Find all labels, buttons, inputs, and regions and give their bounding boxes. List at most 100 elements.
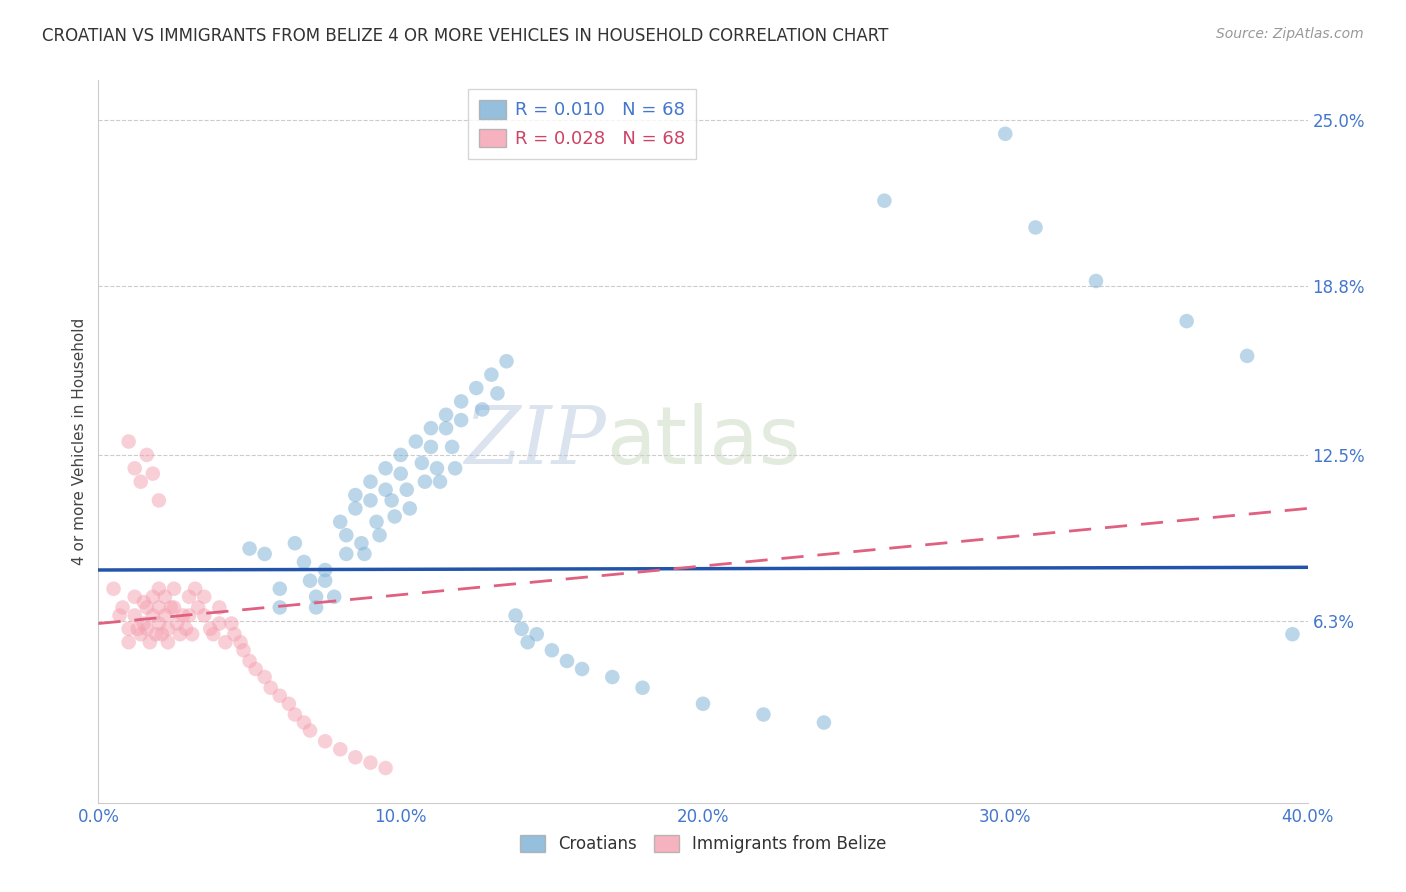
Point xyxy=(172,608,194,623)
Point xyxy=(374,461,396,475)
Point xyxy=(602,670,624,684)
Point xyxy=(150,627,173,641)
Point xyxy=(450,394,472,409)
Point xyxy=(103,582,125,596)
Point xyxy=(108,608,131,623)
Point xyxy=(118,434,141,449)
Point xyxy=(434,421,457,435)
Point xyxy=(179,590,201,604)
Point xyxy=(366,515,388,529)
Point xyxy=(411,456,433,470)
Point xyxy=(384,509,406,524)
Point xyxy=(245,662,267,676)
Point xyxy=(314,563,336,577)
Point xyxy=(193,590,215,604)
Point xyxy=(486,386,509,401)
Legend: Croatians, Immigrants from Belize: Croatians, Immigrants from Belize xyxy=(513,828,893,860)
Point xyxy=(1024,220,1046,235)
Point xyxy=(426,461,449,475)
Point xyxy=(314,574,336,588)
Point xyxy=(111,600,134,615)
Point xyxy=(135,622,157,636)
Point xyxy=(193,608,215,623)
Point xyxy=(269,582,291,596)
Point xyxy=(153,590,176,604)
Point xyxy=(299,723,322,738)
Point xyxy=(495,354,517,368)
Point xyxy=(481,368,503,382)
Point xyxy=(344,488,367,502)
Point xyxy=(413,475,436,489)
Point xyxy=(142,608,165,623)
Point xyxy=(441,440,464,454)
Point xyxy=(253,547,276,561)
Point xyxy=(389,448,412,462)
Point xyxy=(429,475,451,489)
Point xyxy=(163,582,186,596)
Point xyxy=(239,654,262,668)
Point xyxy=(135,600,157,615)
Point xyxy=(129,627,152,641)
Point xyxy=(200,622,222,636)
Point xyxy=(450,413,472,427)
Point xyxy=(368,528,391,542)
Point xyxy=(124,608,146,623)
Point xyxy=(465,381,488,395)
Point xyxy=(395,483,418,497)
Point xyxy=(156,635,179,649)
Point xyxy=(135,448,157,462)
Point xyxy=(148,582,170,596)
Text: Source: ZipAtlas.com: Source: ZipAtlas.com xyxy=(1216,27,1364,41)
Point xyxy=(148,600,170,615)
Point xyxy=(752,707,775,722)
Point xyxy=(1085,274,1108,288)
Text: ZIP: ZIP xyxy=(464,403,606,480)
Point xyxy=(374,483,396,497)
Point xyxy=(292,715,315,730)
Point xyxy=(323,590,346,604)
Point xyxy=(813,715,835,730)
Point xyxy=(692,697,714,711)
Point xyxy=(139,635,162,649)
Point xyxy=(118,635,141,649)
Point xyxy=(284,707,307,722)
Point xyxy=(540,643,562,657)
Point xyxy=(335,547,357,561)
Point xyxy=(232,643,254,657)
Point xyxy=(187,600,209,615)
Text: CROATIAN VS IMMIGRANTS FROM BELIZE 4 OR MORE VEHICLES IN HOUSEHOLD CORRELATION C: CROATIAN VS IMMIGRANTS FROM BELIZE 4 OR … xyxy=(42,27,889,45)
Point xyxy=(434,408,457,422)
Point xyxy=(292,555,315,569)
Point xyxy=(360,475,382,489)
Point xyxy=(571,662,593,676)
Point xyxy=(269,689,291,703)
Point xyxy=(224,627,246,641)
Point xyxy=(124,590,146,604)
Point xyxy=(299,574,322,588)
Point xyxy=(420,421,443,435)
Point xyxy=(142,590,165,604)
Point xyxy=(873,194,896,208)
Text: atlas: atlas xyxy=(606,402,800,481)
Point xyxy=(229,635,252,649)
Point xyxy=(353,547,375,561)
Point xyxy=(148,493,170,508)
Point xyxy=(398,501,420,516)
Point xyxy=(179,608,201,623)
Point xyxy=(277,697,299,711)
Point xyxy=(142,467,165,481)
Point xyxy=(444,461,467,475)
Point xyxy=(260,681,283,695)
Point xyxy=(1281,627,1303,641)
Point xyxy=(160,600,183,615)
Point xyxy=(214,635,236,649)
Point xyxy=(335,528,357,542)
Point xyxy=(129,475,152,489)
Point xyxy=(253,670,276,684)
Point xyxy=(374,761,396,775)
Point xyxy=(208,616,231,631)
Point xyxy=(132,616,155,631)
Point xyxy=(344,501,367,516)
Point xyxy=(505,608,527,623)
Point xyxy=(148,616,170,631)
